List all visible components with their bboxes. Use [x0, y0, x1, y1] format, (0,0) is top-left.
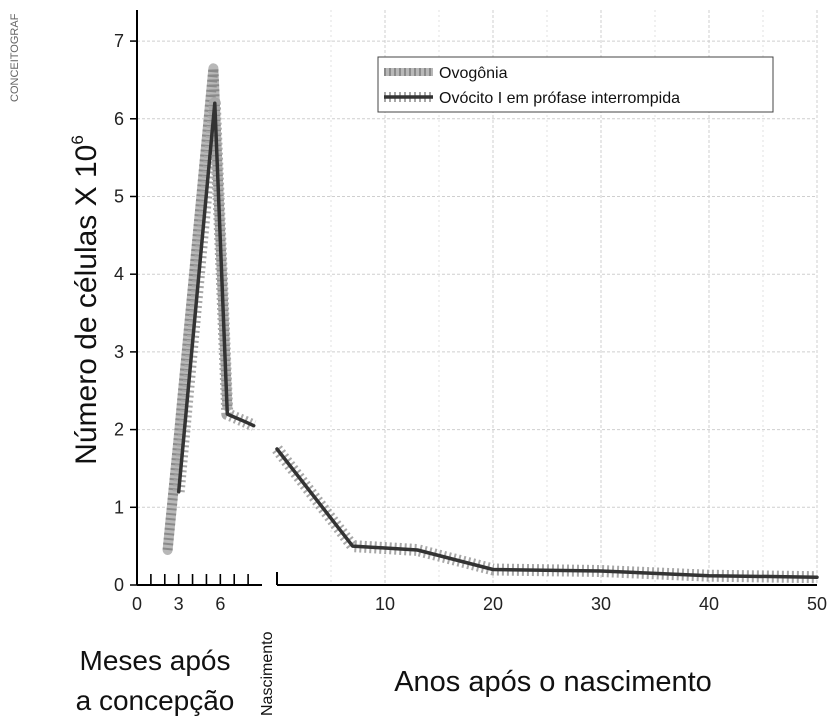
x-tick-label-month-0: 0: [132, 594, 142, 614]
y-tick-label-5: 5: [114, 186, 124, 206]
legend-label-ovocito: Ovócito I em prófase interrompida: [439, 90, 680, 107]
y-tick-label-4: 4: [114, 264, 124, 284]
birth-divider-label: Nascimento: [259, 631, 276, 716]
x-axis-title-months-line1: Meses após: [80, 645, 231, 676]
x-tick-label-year-10: 10: [375, 594, 395, 614]
y-tick-label-6: 6: [114, 109, 124, 129]
series-layer: [162, 63, 819, 584]
x-tick-label-year-20: 20: [483, 594, 503, 614]
credit-text: CONCEITOGRAF: [9, 13, 21, 102]
x-axis-title-years: Anos após o nascimento: [394, 666, 712, 698]
series-ovogonia-segment-0-dots: [162, 63, 233, 551]
x-tick-label-year-30: 30: [591, 594, 611, 614]
y-tick-label-3: 3: [114, 342, 124, 362]
axes: [130, 10, 817, 586]
x-tick-label-month-6: 6: [215, 594, 225, 614]
y-axis-title-base: Número de células X 10: [70, 145, 103, 465]
tick-labels: 0 1 2 3 4 5 6 7 0 3 6 10 20 30 40 50: [114, 31, 827, 614]
y-tick-label-2: 2: [114, 420, 124, 440]
y-axis-title-exponent: 6: [68, 135, 87, 144]
series-ovocito-segment-1-halo: [272, 445, 818, 584]
y-axis-title: Número de células X 106: [68, 135, 103, 465]
x-tick-label-year-40: 40: [699, 594, 719, 614]
legend: Ovogônia Ovócito I em prófase interrompi…: [377, 56, 774, 113]
x-axis-title-months-line2: a concepção: [76, 685, 235, 716]
y-tick-label-7: 7: [114, 31, 124, 51]
series-ovocito-segment-1-line: [275, 447, 819, 579]
y-tick-label-1: 1: [114, 497, 124, 517]
legend-box: [377, 56, 774, 113]
legend-label-ovogonia: Ovogônia: [439, 65, 508, 82]
y-tick-label-0: 0: [114, 575, 124, 595]
series-ovocito-segment-0-line: [176, 101, 256, 494]
x-tick-label-month-3: 3: [174, 594, 184, 614]
x-tick-label-year-50: 50: [807, 594, 827, 614]
